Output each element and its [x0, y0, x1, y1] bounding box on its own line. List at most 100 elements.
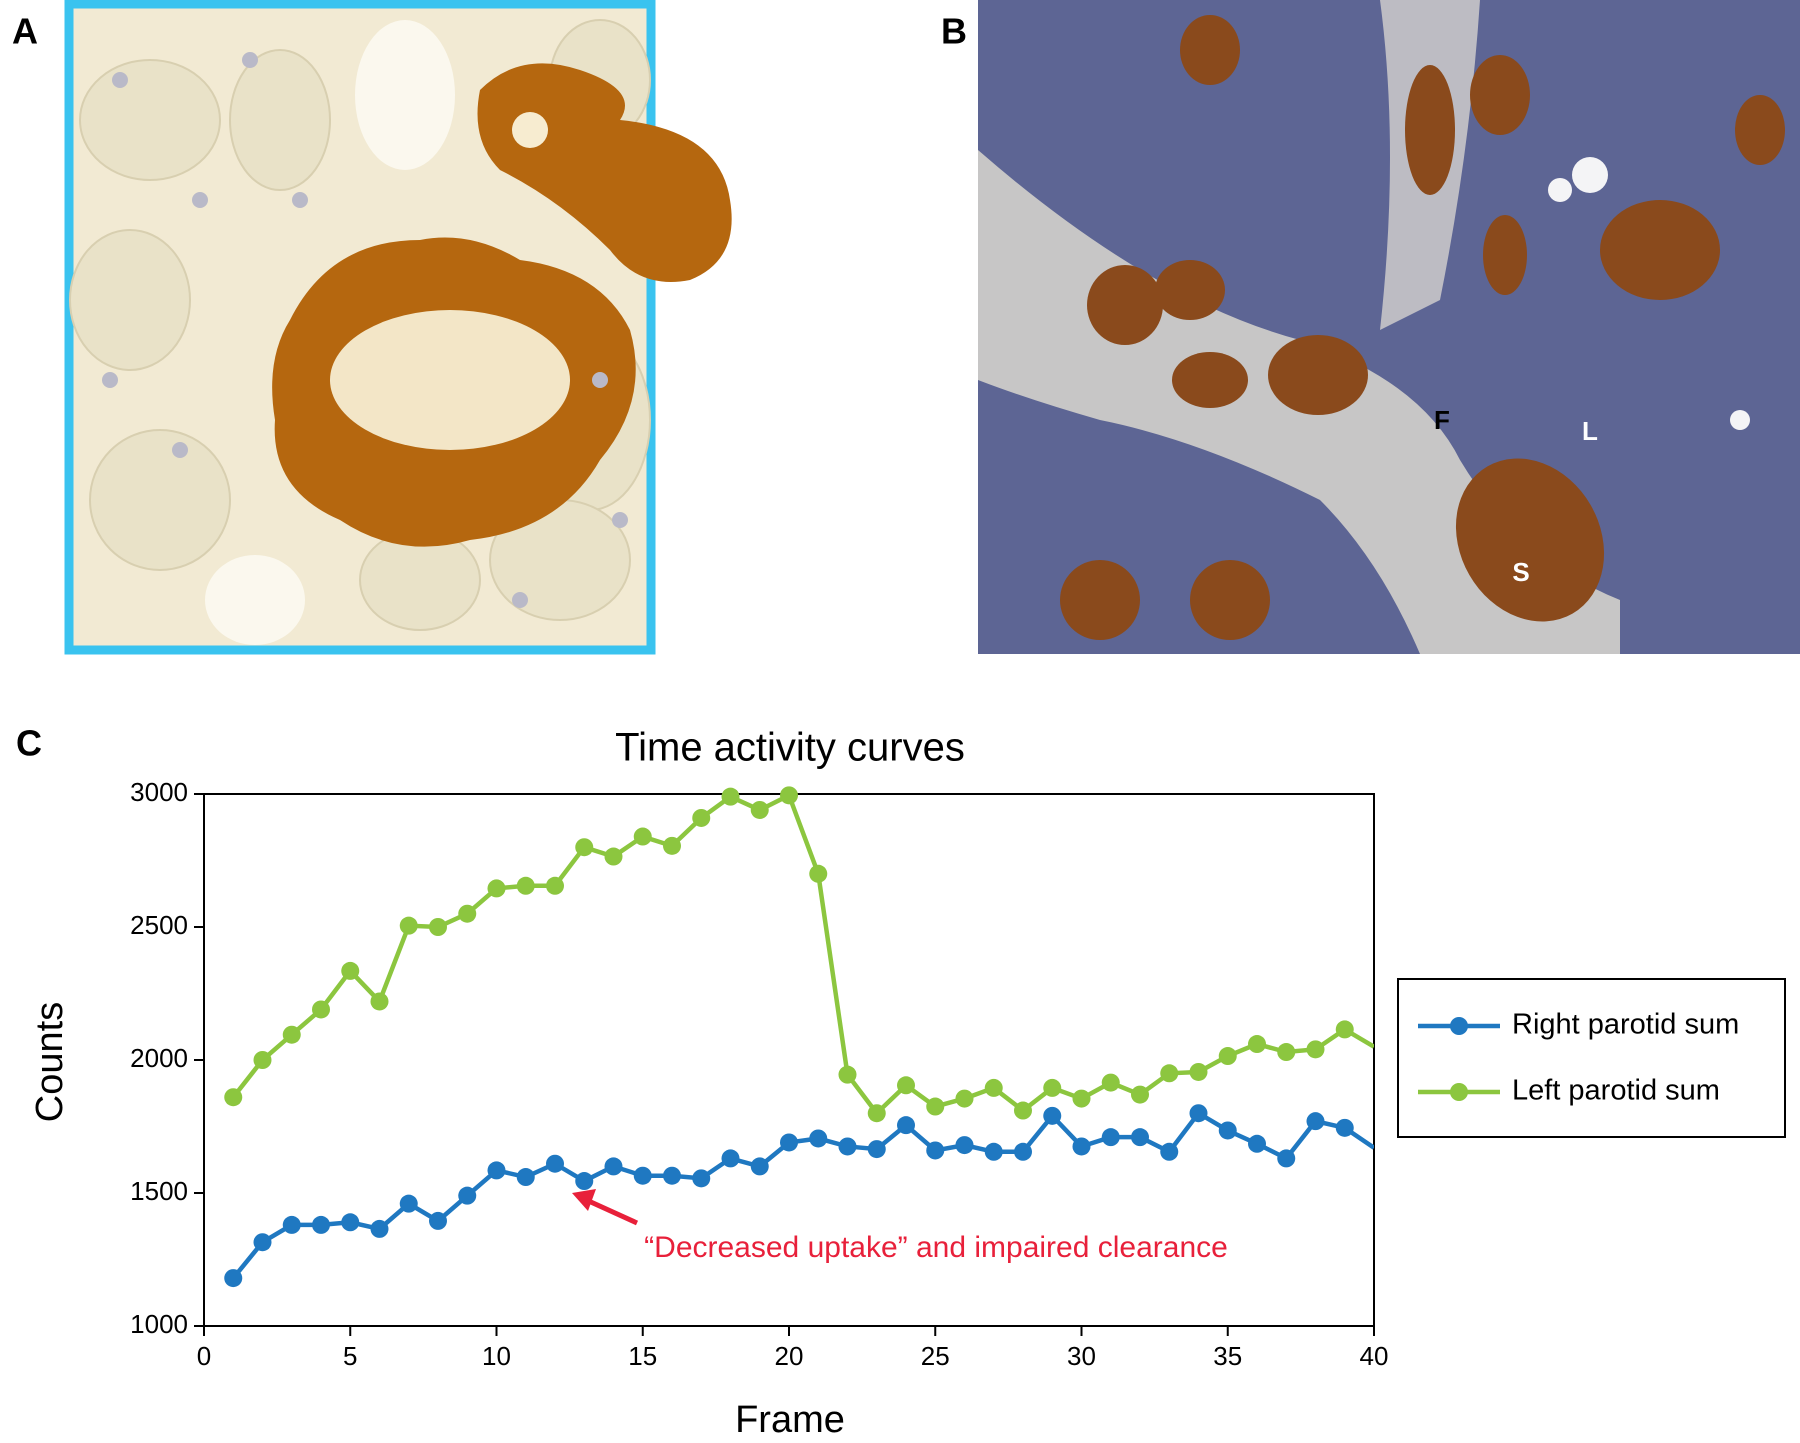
data-point [1014, 1142, 1032, 1161]
panel-a-image [64, 0, 732, 655]
x-tick-label: 5 [343, 1341, 357, 1371]
data-point [458, 1186, 477, 1205]
series-line [231, 792, 1374, 1117]
data-point [1101, 1073, 1120, 1092]
chart-title: Time activity curves [615, 726, 965, 770]
x-tick-label: 0 [197, 1341, 211, 1371]
data-point [399, 1194, 418, 1213]
data-point [692, 808, 711, 827]
data-point [282, 1025, 301, 1044]
x-tick-label: 30 [1067, 1341, 1096, 1371]
data-point [721, 1149, 740, 1168]
x-tick-label: 35 [1213, 1341, 1242, 1371]
data-point [984, 1078, 1003, 1097]
data-point [604, 1157, 623, 1176]
legend-marker [1450, 1083, 1468, 1101]
data-point [370, 1219, 389, 1238]
data-point [1043, 1078, 1062, 1097]
data-point [1306, 1112, 1325, 1131]
data-point [487, 1161, 506, 1180]
y-tick-label: 3000 [130, 777, 188, 807]
data-point [897, 1116, 915, 1135]
data-point [224, 1088, 243, 1107]
data-point [721, 787, 740, 806]
panel-label: A [12, 11, 38, 52]
data-point [750, 800, 769, 819]
data-point [809, 1129, 828, 1148]
data-point [1101, 1128, 1120, 1147]
data-point [867, 1104, 886, 1123]
data-point [1014, 1101, 1032, 1120]
data-point [780, 786, 798, 805]
data-point [341, 1213, 360, 1232]
data-point [1131, 1128, 1149, 1147]
data-point [838, 1137, 857, 1156]
data-point [604, 847, 623, 866]
data-point [1072, 1137, 1091, 1156]
data-point [341, 961, 360, 980]
data-point [955, 1136, 974, 1155]
y-tick-label: 1000 [130, 1309, 188, 1339]
data-point [1306, 1040, 1325, 1059]
x-tick-label: 10 [482, 1341, 511, 1371]
data-point [1160, 1064, 1179, 1083]
data-point [926, 1141, 945, 1160]
data-point [1335, 1020, 1354, 1039]
data-point [838, 1065, 857, 1084]
data-point [546, 876, 564, 895]
panel-label: C [16, 723, 42, 764]
data-point [955, 1089, 974, 1108]
data-point [897, 1076, 915, 1095]
panel-label: B [941, 11, 967, 52]
data-point [1043, 1106, 1062, 1125]
data-point [1277, 1043, 1296, 1062]
data-point [692, 1169, 711, 1188]
data-point [224, 1269, 243, 1288]
x-tick-label: 25 [921, 1341, 950, 1371]
data-point [516, 1168, 535, 1187]
data-point [253, 1051, 272, 1069]
data-point [1248, 1134, 1266, 1153]
x-tick-label: 20 [775, 1341, 804, 1371]
data-point [1189, 1062, 1208, 1081]
data-point [399, 916, 418, 935]
data-point [312, 1000, 330, 1019]
data-point [429, 1211, 447, 1230]
data-point [867, 1140, 886, 1159]
data-point [780, 1133, 798, 1152]
data-point [1189, 1104, 1208, 1123]
data-point [487, 879, 506, 898]
annotation: “Decreased uptake” and impaired clearanc… [644, 1231, 1228, 1264]
data-point [984, 1142, 1003, 1161]
data-point [370, 992, 389, 1011]
data-point [516, 876, 535, 895]
data-point [926, 1097, 945, 1116]
image-annotation: L [1582, 416, 1598, 446]
data-point [575, 838, 594, 857]
legend-label: Right parotid sum [1512, 1009, 1739, 1041]
data-point [253, 1233, 272, 1252]
y-axis-label: Counts [29, 1002, 71, 1122]
data-point [1335, 1118, 1354, 1137]
y-tick-label: 1500 [130, 1176, 188, 1206]
data-point [1160, 1142, 1179, 1161]
data-point [282, 1215, 301, 1234]
x-axis-label: Frame [735, 1399, 845, 1441]
series-line [231, 1110, 1374, 1280]
data-point [750, 1157, 769, 1176]
data-point [575, 1172, 594, 1191]
data-point [1277, 1149, 1296, 1168]
legend: Right parotid sum Left parotid sum [1397, 978, 1786, 1138]
y-tick-label: 2500 [130, 910, 188, 940]
annotation-arrowhead [572, 1189, 596, 1211]
data-point [663, 1166, 681, 1185]
data-point [1218, 1121, 1237, 1140]
data-point [633, 1166, 652, 1185]
data-point [1072, 1089, 1091, 1108]
legend-label: Left parotid sum [1512, 1075, 1720, 1107]
x-tick-label: 40 [1360, 1341, 1389, 1371]
data-point [663, 836, 681, 855]
y-tick-label: 2000 [130, 1043, 188, 1073]
data-point [312, 1215, 330, 1234]
